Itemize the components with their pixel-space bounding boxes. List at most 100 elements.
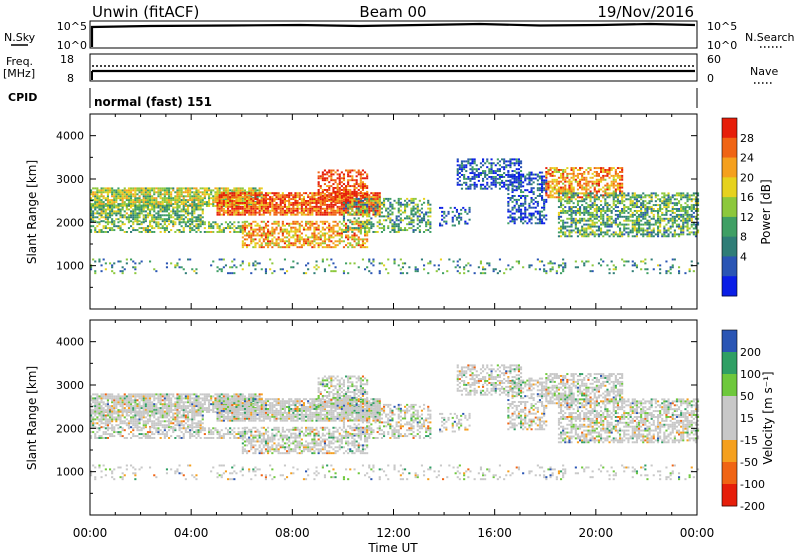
power-cell xyxy=(374,205,377,208)
power-cell xyxy=(534,197,537,199)
power-cell xyxy=(224,205,228,208)
power-cell xyxy=(665,235,668,238)
power-cell xyxy=(115,193,118,196)
power-cell xyxy=(621,233,624,236)
power-cell xyxy=(321,198,324,201)
power-cell xyxy=(106,189,110,192)
power-cell xyxy=(288,211,291,214)
power-cell xyxy=(227,198,230,201)
power-cell xyxy=(281,200,284,202)
power-cell xyxy=(619,192,622,195)
power-cell xyxy=(246,196,249,199)
power-cell xyxy=(631,229,634,232)
power-cell xyxy=(631,206,634,209)
power-cell xyxy=(109,214,112,217)
power-cell xyxy=(602,215,605,218)
power-cell xyxy=(378,223,381,226)
power-cell xyxy=(357,171,360,174)
power-cell xyxy=(477,176,480,178)
power-cell xyxy=(163,214,166,217)
power-cell xyxy=(623,223,626,226)
power-cell xyxy=(551,182,554,185)
power-cell xyxy=(290,211,293,214)
power-cell xyxy=(576,229,580,232)
power-cell xyxy=(399,205,402,208)
power-cell xyxy=(507,179,510,182)
power-cell xyxy=(595,225,598,228)
power-cell xyxy=(595,171,598,173)
power-cell xyxy=(132,221,135,224)
power-cell xyxy=(627,215,630,218)
power-cell xyxy=(102,225,105,228)
power-cell xyxy=(566,200,569,203)
power-cell xyxy=(570,176,573,179)
power-cell xyxy=(370,217,373,220)
power-cell xyxy=(572,229,575,232)
power-cell xyxy=(349,242,352,245)
power-cell xyxy=(391,227,394,230)
power-cell xyxy=(579,231,582,234)
power-cell xyxy=(536,195,539,197)
power-cell xyxy=(260,226,263,229)
power-cell xyxy=(463,166,466,169)
power-cell xyxy=(383,229,386,232)
power-cell xyxy=(560,202,563,205)
power-cell xyxy=(564,178,567,181)
power-cell xyxy=(336,173,339,176)
power-cell xyxy=(602,217,605,220)
power-cell xyxy=(184,225,187,228)
power-cell xyxy=(585,229,588,232)
power-cell xyxy=(125,195,128,198)
power-cell xyxy=(612,196,615,199)
power-cell xyxy=(648,231,651,234)
power-cell xyxy=(302,228,306,231)
power-cell xyxy=(657,217,660,220)
power-cell xyxy=(328,194,331,197)
power-cell xyxy=(517,158,521,161)
power-cell xyxy=(383,203,386,206)
power-cell xyxy=(581,198,584,201)
power-cell xyxy=(277,242,280,245)
power-cell xyxy=(92,187,95,190)
power-cell xyxy=(111,193,114,196)
power-cell xyxy=(372,231,375,233)
power-cell xyxy=(623,206,626,209)
power-cell xyxy=(576,188,580,191)
power-cell xyxy=(127,218,131,221)
power-cell xyxy=(471,170,474,173)
power-cell xyxy=(229,231,232,233)
power-cell xyxy=(587,211,590,214)
power-cell xyxy=(515,202,518,205)
power-cell xyxy=(570,194,573,197)
power-cell xyxy=(237,192,240,195)
power-cell xyxy=(522,218,525,221)
power-cell xyxy=(340,232,343,235)
power-cell xyxy=(410,197,413,200)
power-cell xyxy=(355,227,358,230)
power-cell xyxy=(688,194,691,197)
power-cell xyxy=(262,211,265,214)
power-cell xyxy=(583,229,586,232)
power-cell xyxy=(638,215,641,218)
power-cell xyxy=(467,176,470,178)
power-cell xyxy=(210,231,213,233)
power-cell xyxy=(536,210,539,213)
power-cell xyxy=(468,218,471,221)
power-cell xyxy=(560,169,563,171)
power-cell xyxy=(319,230,322,233)
power-cell xyxy=(279,205,282,208)
nsky-tick-bottom: 10^0 xyxy=(57,39,87,52)
power-cell xyxy=(340,196,343,199)
power-cell xyxy=(397,231,400,233)
power-cell xyxy=(189,220,192,223)
power-cell xyxy=(589,200,592,203)
power-cell xyxy=(140,199,143,202)
power-cell xyxy=(627,227,630,230)
power-cell xyxy=(644,213,647,216)
power-cell xyxy=(355,181,358,184)
power-cell xyxy=(134,220,137,223)
power-cell xyxy=(96,212,99,215)
power-cell xyxy=(294,222,297,225)
power-cell xyxy=(248,199,251,202)
power-cell xyxy=(138,203,141,206)
